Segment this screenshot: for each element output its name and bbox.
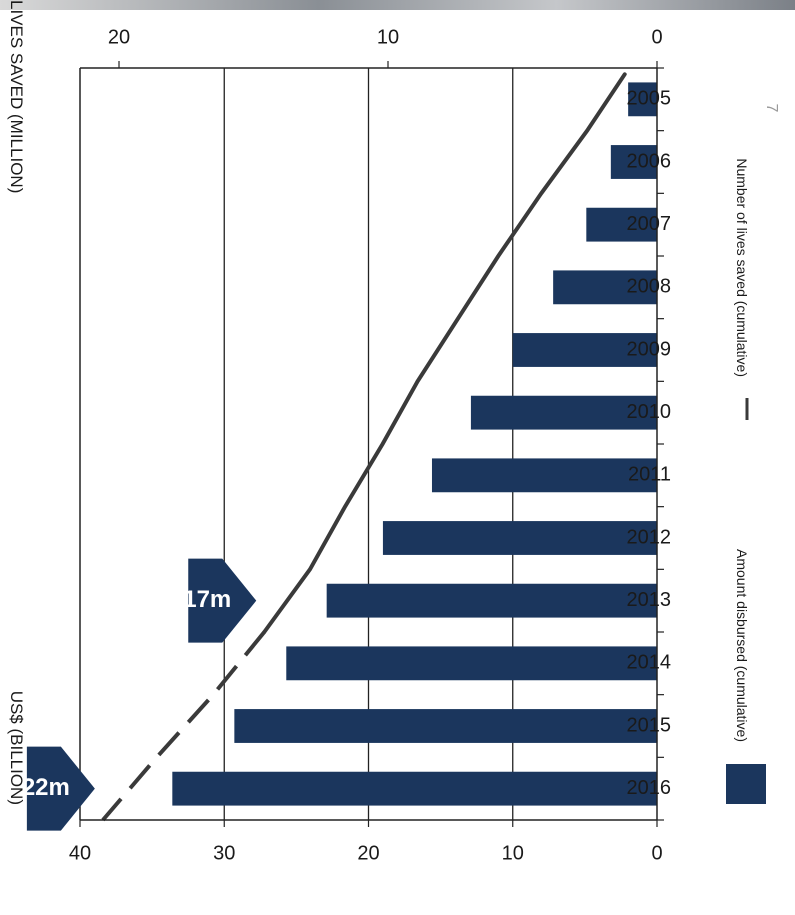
annotation-tag-17m (188, 558, 257, 643)
annotation-label-17m: 17m (183, 586, 231, 613)
legend-label-lives: Number of lives saved (cumulative) (734, 158, 750, 377)
grid-lines (223, 68, 514, 820)
left-tick-label-0: 0 (651, 842, 662, 864)
bar-2009 (512, 333, 657, 367)
left-tick-label-40: 40 (69, 842, 91, 864)
category-label-2007: 2007 (627, 213, 672, 235)
category-label-2008: 2008 (627, 276, 672, 298)
bar-2010 (470, 395, 657, 430)
page-number: 7 (763, 104, 780, 113)
legend-label-disbursed: Amount disbursed (cumulative) (734, 549, 750, 742)
category-label-2009: 2009 (627, 338, 672, 360)
category-label-2012: 2012 (627, 526, 672, 548)
left-tick-label-30: 30 (213, 842, 235, 864)
bar-2005 (628, 82, 657, 117)
legend: Amount disbursed (cumulative) Number of … (726, 158, 766, 804)
axis-labels: US$ (BILLION) LIVES SAVED (MILLION) 7 (7, 0, 780, 805)
lives-saved-line (101, 72, 627, 822)
category-label-2015: 2015 (627, 714, 672, 736)
category-label-2006: 2006 (627, 150, 672, 172)
bar-2012 (382, 521, 657, 555)
category-label-2010: 2010 (627, 401, 672, 423)
category-label-2005: 2005 (627, 88, 672, 110)
bar-2011 (431, 458, 657, 493)
right-axis-title: LIVES SAVED (MILLION) (7, 0, 26, 193)
axes: 2005200620072008200920102011201220132014… (69, 26, 671, 864)
bar-2016 (172, 771, 657, 806)
category-label-2011: 2011 (628, 464, 671, 486)
right-tick-label-0: 0 (651, 26, 662, 48)
bar-2007 (586, 207, 657, 242)
top-bar-decoration (0, 0, 795, 10)
bars (172, 82, 657, 806)
category-label-2014: 2014 (627, 652, 672, 674)
annotation-tag-22m (26, 746, 95, 831)
bar-2014 (286, 646, 657, 681)
right-tick-label-20: 20 (108, 26, 130, 48)
left-tick-label-20: 20 (357, 842, 379, 864)
left-tick-label-10: 10 (502, 842, 524, 864)
bar-2008 (553, 270, 657, 305)
right-tick-label-10: 10 (377, 26, 399, 48)
legend-swatch-disbursed (726, 764, 766, 804)
lives-line-solid (262, 72, 627, 634)
annotation-tags: 17m 22m (22, 558, 257, 831)
category-label-2016: 2016 (627, 777, 672, 799)
annotation-label-22m: 22m (22, 774, 70, 801)
bar-2006 (610, 145, 657, 179)
category-label-2013: 2013 (627, 589, 672, 611)
left-axis-title: US$ (BILLION) (7, 691, 26, 805)
bar-2013 (326, 583, 657, 618)
bar-2015 (234, 709, 657, 743)
